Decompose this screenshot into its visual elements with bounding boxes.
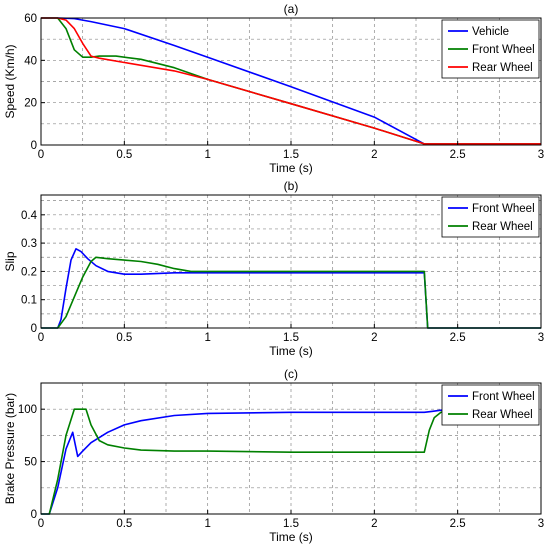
chart-title: (b) <box>284 179 299 193</box>
legend-box <box>441 384 540 426</box>
x-tick-label: 1 <box>204 332 210 344</box>
x-tick-label: 2 <box>371 332 377 344</box>
legend-label: Rear Wheel <box>472 409 533 421</box>
y-tick-label: 0 <box>31 509 37 521</box>
series-line-rear-wheel <box>41 408 450 515</box>
x-tick-label: 2.5 <box>450 518 466 530</box>
x-tick-label: 3 <box>538 518 544 530</box>
x-tick-label: 0.5 <box>116 149 132 161</box>
x-tick-label: 0 <box>38 149 44 161</box>
legend-label: Vehicle <box>472 26 509 38</box>
legend-label: Front Wheel <box>472 44 535 56</box>
y-axis-label: Speed (Km/h) <box>3 44 17 118</box>
y-tick-label: 60 <box>24 13 37 25</box>
x-tick-label: 1.5 <box>283 518 299 530</box>
x-tick-label: 3 <box>538 149 544 161</box>
legend: Front Wheel Rear Wheel <box>441 196 540 238</box>
x-tick-label: 2.5 <box>450 149 466 161</box>
x-tick-label: 2 <box>371 518 377 530</box>
legend-label: Rear Wheel <box>472 221 533 233</box>
chart-panel-3: (c) 0 0.5 1 1.5 2 2.5 3 0 50 100 Time (s) Brake Pres… <box>3 367 544 544</box>
legend: Vehicle Front Wheel Rear Wheel <box>441 19 540 79</box>
y-tick-label: 0.3 <box>21 238 37 250</box>
legend-label: Front Wheel <box>472 391 535 403</box>
y-tick-label: 0.2 <box>21 266 37 278</box>
x-tick-label: 1 <box>204 518 210 530</box>
series-line-rear-wheel <box>41 17 541 145</box>
x-axis-label: Time (s) <box>269 530 313 544</box>
y-tick-label: 0 <box>31 140 37 152</box>
series-line-front-wheel <box>41 248 541 329</box>
chart-title: (a) <box>284 2 299 16</box>
y-tick-label: 100 <box>18 404 37 416</box>
y-tick-label: 0.1 <box>21 295 37 307</box>
legend-box <box>441 196 540 238</box>
series-line-rear-wheel <box>41 256 541 329</box>
series-line-front-wheel <box>41 409 450 515</box>
x-tick-label: 0.5 <box>116 332 132 344</box>
chart-panel-1: (a) 0 0.5 1 1.5 2 2.5 3 0 20 40 60 Time (s) Speed (Km… <box>3 2 544 175</box>
legend-label: Front Wheel <box>472 203 535 215</box>
x-tick-label: 3 <box>538 332 544 344</box>
chart-panel-2: (b) 0 0.5 1 1.5 2 2.5 3 0 0.1 0.2 0.3 0.4 Time (s) Sli… <box>3 179 544 358</box>
legend: Front Wheel Rear Wheel <box>441 384 540 426</box>
y-axis-label: Brake Pressure (bar) <box>3 393 17 504</box>
x-tick-label: 2 <box>371 149 377 161</box>
x-tick-label: 1.5 <box>283 149 299 161</box>
x-tick-label: 2.5 <box>450 332 466 344</box>
x-tick-label: 1.5 <box>283 332 299 344</box>
x-tick-label: 0 <box>38 518 44 530</box>
y-tick-label: 20 <box>24 98 37 110</box>
y-tick-label: 0.4 <box>21 210 38 222</box>
legend-label: Rear Wheel <box>472 62 533 74</box>
chart-title: (c) <box>284 367 298 381</box>
x-axis-label: Time (s) <box>269 161 313 175</box>
y-axis-label: Slip <box>3 251 17 271</box>
x-tick-label: 0 <box>38 332 44 344</box>
x-tick-label: 1 <box>204 149 210 161</box>
y-tick-label: 40 <box>24 55 37 67</box>
x-axis-label: Time (s) <box>269 344 313 358</box>
y-tick-label: 0 <box>31 323 37 335</box>
y-tick-label: 50 <box>24 457 37 469</box>
x-tick-label: 0.5 <box>116 518 132 530</box>
